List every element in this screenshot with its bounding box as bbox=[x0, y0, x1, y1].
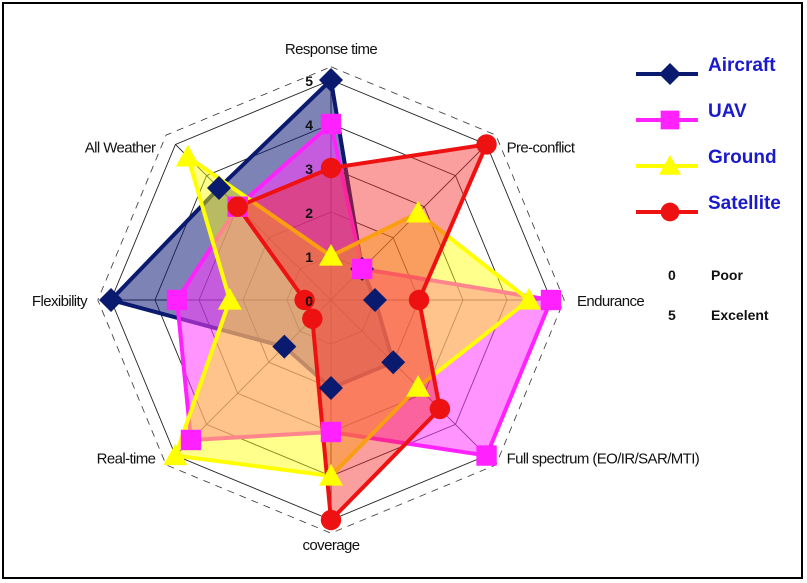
data-point-uav-6 bbox=[166, 289, 188, 311]
axis-label-4: coverage bbox=[303, 537, 360, 554]
data-point-ground-5 bbox=[163, 443, 188, 466]
axis-label-6: Flexibility bbox=[32, 293, 88, 310]
scale-tick-2: 2 bbox=[305, 205, 313, 221]
data-point-aircraft-6 bbox=[99, 288, 123, 312]
axis-label-2: Endurance bbox=[577, 293, 644, 310]
data-point-satellite-3 bbox=[429, 398, 451, 420]
grid-ring-dashed bbox=[97, 66, 565, 534]
legend-marker-uav bbox=[660, 110, 680, 130]
data-point-satellite-6 bbox=[294, 289, 315, 311]
data-point-uav-4 bbox=[320, 421, 342, 443]
data-point-satellite-4 bbox=[320, 509, 342, 531]
axis-label-3: Full spectrum (EO/IR/SAR/MTI) bbox=[507, 451, 700, 468]
data-point-ground-6 bbox=[217, 288, 242, 310]
scale-tick-3: 3 bbox=[305, 161, 313, 177]
data-point-satellite-1 bbox=[476, 134, 497, 155]
data-point-ground-7 bbox=[175, 144, 200, 167]
axis-label-0: Response time bbox=[285, 41, 378, 58]
legend-label-ground: Ground bbox=[708, 147, 777, 168]
marker-layer bbox=[99, 68, 562, 531]
data-point-aircraft-5 bbox=[272, 334, 297, 359]
scale-tick-1: 1 bbox=[305, 249, 313, 265]
legend-marker-satellite bbox=[660, 202, 680, 222]
data-point-aircraft-7 bbox=[206, 175, 231, 200]
data-point-ground-0 bbox=[319, 244, 343, 266]
note-value-1: 5 bbox=[668, 307, 676, 323]
data-point-ground-1 bbox=[406, 200, 431, 223]
note-label-0: Poor bbox=[711, 267, 743, 283]
data-point-aircraft-4 bbox=[319, 376, 343, 400]
axis-labels: Response time Pre-conflict Endurance Full s… bbox=[32, 41, 700, 554]
data-point-ground-3 bbox=[406, 375, 431, 397]
note-label-1: Excelent bbox=[711, 307, 769, 323]
data-point-uav-2 bbox=[540, 289, 562, 311]
legend-marker-aircraft bbox=[659, 63, 681, 85]
scale-notes: 0 Poor 5 Excelent bbox=[668, 267, 769, 323]
data-point-uav-5 bbox=[180, 429, 202, 451]
data-point-aircraft-3 bbox=[381, 350, 406, 375]
data-point-satellite-7 bbox=[227, 196, 248, 217]
data-point-aircraft-2 bbox=[363, 288, 387, 312]
data-point-ground-4 bbox=[319, 464, 343, 486]
axis-label-1: Pre-conflict bbox=[507, 139, 576, 156]
legend-label-satellite: Satellite bbox=[708, 193, 781, 214]
axis-label-5: Real-time bbox=[97, 451, 156, 468]
legend: Aircraft UAV Ground Satellite bbox=[636, 55, 781, 222]
legend-label-uav: UAV bbox=[708, 101, 747, 122]
scale-labels: 0 1 2 3 4 5 bbox=[305, 73, 313, 309]
axis-label-7: All Weather bbox=[85, 139, 156, 156]
scale-tick-5: 5 bbox=[305, 73, 313, 89]
data-point-aircraft-0 bbox=[319, 68, 343, 92]
note-value-0: 0 bbox=[668, 267, 676, 283]
data-point-uav-1 bbox=[351, 258, 373, 280]
data-point-uav-0 bbox=[320, 113, 342, 135]
legend-label-aircraft: Aircraft bbox=[708, 55, 776, 76]
legend-marker-ground bbox=[659, 155, 681, 175]
scale-tick-4: 4 bbox=[305, 117, 313, 133]
data-point-satellite-0 bbox=[320, 157, 342, 179]
series-layer bbox=[109, 78, 553, 522]
scale-tick-0: 0 bbox=[305, 293, 313, 309]
data-point-satellite-2 bbox=[408, 289, 430, 311]
data-point-satellite-5 bbox=[302, 308, 323, 329]
data-point-ground-2 bbox=[517, 288, 541, 310]
radar-chart: 0 1 2 3 4 5 Response time Pre-conflict Endurance… bbox=[32, 41, 781, 554]
data-point-uav-3 bbox=[476, 445, 497, 466]
